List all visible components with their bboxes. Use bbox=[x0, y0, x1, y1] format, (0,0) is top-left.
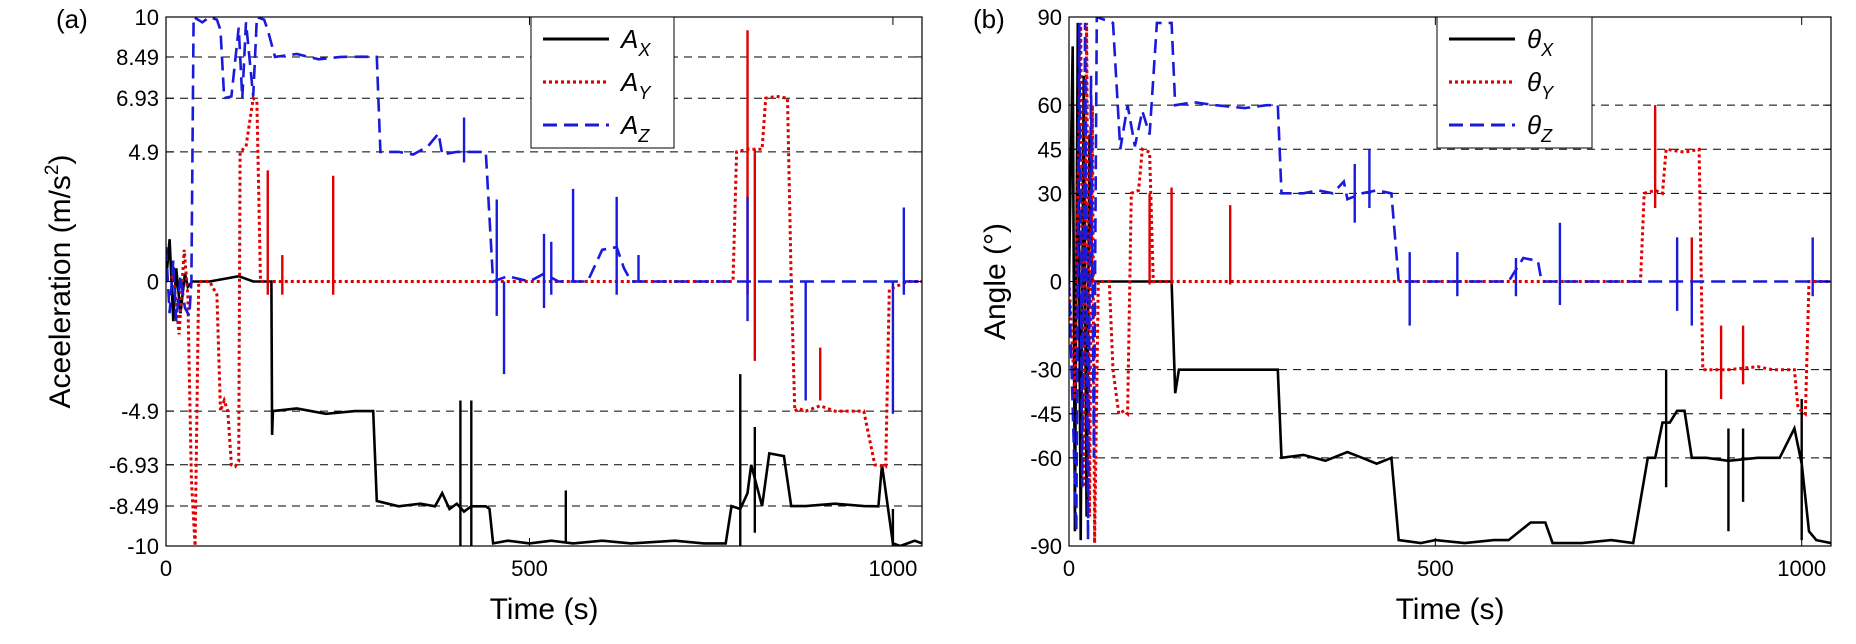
legend-label-sub: Y bbox=[1541, 83, 1555, 103]
x-axis-title: Time (s) bbox=[490, 593, 599, 626]
x-axis-title: Time (s) bbox=[1396, 593, 1505, 626]
legend-label: θY bbox=[1527, 67, 1555, 103]
y-tick-label: -10 bbox=[127, 534, 159, 559]
series-line-y bbox=[1069, 22, 1831, 544]
x-tick-label: 0 bbox=[1063, 556, 1075, 581]
panel-a: -10 -8.49 -6.93 -4.9 0 4.9 6.93 8.49 10 0 500 1000 T… bbox=[42, 4, 923, 626]
plot-area bbox=[166, 17, 922, 546]
y-tick-label: 0 bbox=[147, 270, 159, 295]
panel-b: -90 -60 -45 -30 0 30 45 60 90 0 500 1000 Time (s) Ang… bbox=[973, 4, 1832, 626]
y-tick-label: -8.49 bbox=[109, 494, 159, 519]
series-line-ax bbox=[166, 239, 922, 546]
y-tick-label: -45 bbox=[1030, 402, 1062, 427]
panel-label: (b) bbox=[973, 4, 1005, 34]
legend-label: AZ bbox=[619, 110, 650, 146]
legend-label-main: θ bbox=[1527, 24, 1541, 54]
panel-label: (a) bbox=[56, 4, 88, 34]
legend-label-main: A bbox=[619, 110, 638, 140]
y-tick-label: 4.9 bbox=[128, 140, 159, 165]
legend-label-sub: X bbox=[637, 40, 651, 60]
legend-label-sub: Y bbox=[638, 83, 652, 103]
legend-label-sub: Z bbox=[637, 126, 650, 146]
series-line-z bbox=[1069, 17, 1831, 541]
y-tick-label: -30 bbox=[1030, 358, 1062, 383]
legend-label-sub: X bbox=[1540, 40, 1554, 60]
legend-label-sub: Z bbox=[1540, 126, 1553, 146]
x-tick-label: 0 bbox=[160, 556, 172, 581]
x-tick-label: 1000 bbox=[1777, 556, 1826, 581]
y-axis-title-main: Aceeleration (m/s bbox=[44, 175, 77, 408]
legend-label-main: A bbox=[619, 67, 638, 97]
y-tick-label: 45 bbox=[1038, 137, 1062, 162]
y-tick-label: 30 bbox=[1038, 181, 1062, 206]
x-tick-label: 500 bbox=[511, 556, 548, 581]
x-tick-label: 1000 bbox=[868, 556, 917, 581]
y-axis-title: Angle (°) bbox=[979, 223, 1012, 340]
y-tick-label: 90 bbox=[1038, 5, 1062, 30]
y-tick-label: 10 bbox=[135, 5, 159, 30]
legend-label: AY bbox=[619, 67, 652, 103]
y-tick-label: -6.93 bbox=[109, 453, 159, 478]
series-line-az bbox=[166, 17, 922, 322]
y-axis-title-superscript: 2 bbox=[42, 164, 63, 175]
y-tick-label: 60 bbox=[1038, 93, 1062, 118]
legend-box bbox=[530, 16, 675, 149]
y-tick-label: 8.49 bbox=[116, 45, 159, 70]
x-tick-label: 500 bbox=[1417, 556, 1454, 581]
y-axis-title-main: Angle (°) bbox=[979, 223, 1012, 340]
y-tick-label: -90 bbox=[1030, 534, 1062, 559]
y-axis-title-close: ) bbox=[44, 154, 77, 164]
y-tick-label: 0 bbox=[1050, 270, 1062, 295]
legend-label: θZ bbox=[1527, 110, 1553, 146]
y-axis-title: Aceeleration (m/s2) bbox=[42, 154, 77, 408]
legend-label: θX bbox=[1527, 24, 1554, 60]
legend-label-main: A bbox=[619, 24, 638, 54]
plot-area bbox=[1069, 17, 1831, 545]
y-tick-label: -4.9 bbox=[121, 399, 159, 424]
legend-label-main: θ bbox=[1527, 67, 1541, 97]
series-line-ay bbox=[166, 94, 922, 546]
y-tick-label: 6.93 bbox=[116, 86, 159, 111]
legend-label: AX bbox=[619, 24, 651, 60]
legend-box bbox=[1436, 16, 1593, 149]
legend-label-main: θ bbox=[1527, 110, 1541, 140]
y-tick-label: -60 bbox=[1030, 446, 1062, 471]
